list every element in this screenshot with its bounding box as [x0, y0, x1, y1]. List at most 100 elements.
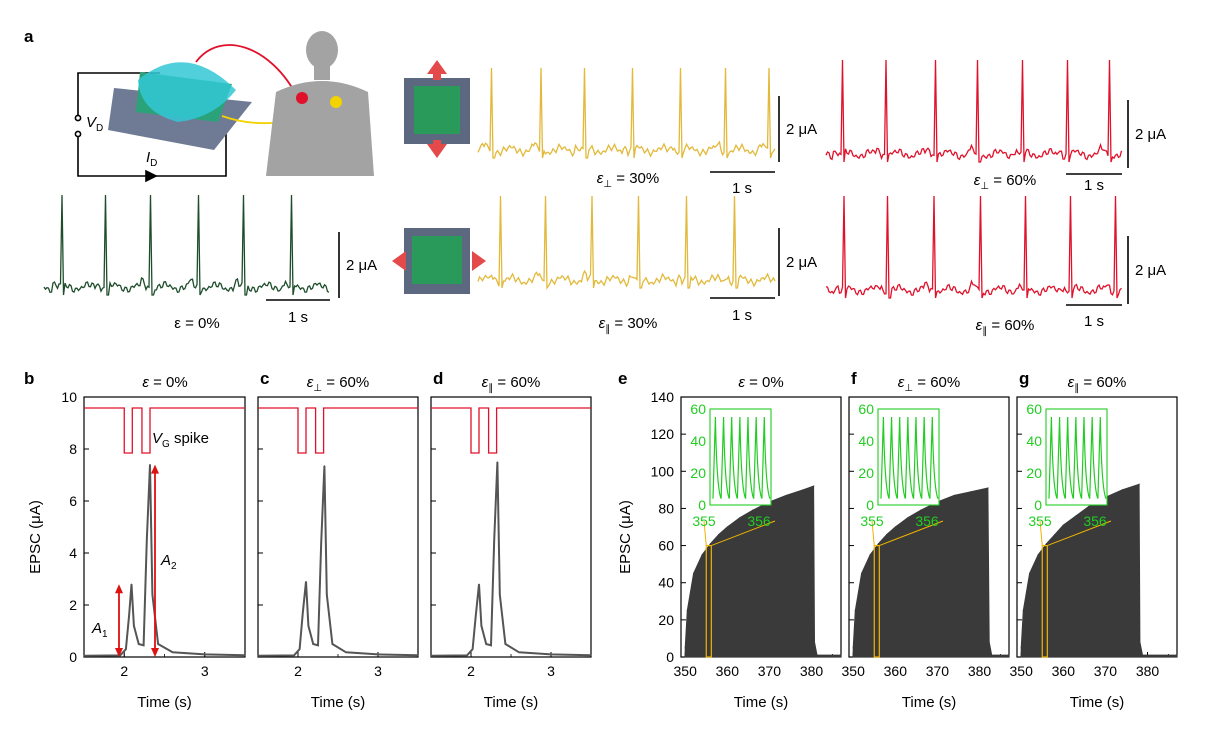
ecg-trace-2: 2 μA 1 s ε⊥ = 60%: [825, 59, 1166, 194]
current-scalebar-label: 2 μA: [1135, 126, 1166, 143]
inset-zoom-chart: 0 20 40 60 355 356: [690, 401, 772, 529]
y-tick-label: 140: [651, 389, 675, 405]
epsc-data-point: [257, 655, 259, 657]
y-tick-label: 0: [666, 649, 674, 665]
time-scalebar-label: 1 s: [1084, 177, 1104, 194]
ecg-trace-line: [477, 67, 776, 159]
vg-spike-waveform: [84, 407, 245, 454]
panel-label: g: [1019, 369, 1029, 388]
epsc-data-point: [119, 654, 121, 657]
zoom-connector-right: [879, 520, 944, 547]
epsc-data-point: [480, 625, 482, 627]
y-tick-label: 4: [69, 545, 77, 561]
x-tick-label: 360: [884, 663, 908, 679]
a1-label: A1: [91, 620, 108, 640]
ecg-trace-1: 2 μA 1 s ε⊥ = 30%: [477, 67, 817, 197]
epsc-charts: b ε = 0% 2 3 0 2 4 6 8 10 Time (s) EPSC (μA) VG spik…: [24, 369, 1178, 711]
time-scalebar-label: 1 s: [1084, 313, 1104, 330]
epsc-data-point: [377, 653, 379, 656]
chart-panel-g: g ε∥ = 60% 350 360 370 380 Time (s) 0 20 40 60 355 3…: [1010, 369, 1178, 711]
epsc-envelope-point: [1138, 483, 1140, 485]
y-tick-label: 80: [658, 500, 674, 516]
plot-frame: [257, 396, 419, 658]
panel-a-label: a: [24, 27, 34, 46]
ecg-trace-line: [825, 59, 1123, 163]
inset-y-tick-label: 40: [858, 433, 874, 449]
epsc-envelope-point: [701, 554, 703, 556]
x-tick-label: 370: [758, 663, 782, 679]
ecg-trace-0: 2 μA 1 s ε = 0%: [43, 194, 377, 332]
epsc-data-point: [485, 643, 487, 645]
x-tick-label: 3: [374, 663, 382, 679]
epsc-data-point: [299, 648, 301, 650]
y-tick-label: 100: [651, 463, 675, 479]
epsc-data-point: [302, 612, 304, 614]
x-axis-label: Time (s): [311, 694, 365, 711]
panel-label: d: [433, 369, 443, 388]
epsc-envelope-point: [739, 517, 741, 519]
y-tick-label: 60: [658, 538, 674, 554]
current-scalebar-label: 2 μA: [1135, 262, 1166, 279]
epsc-data-point: [151, 594, 154, 596]
current-scalebar-label: 2 μA: [346, 257, 377, 274]
a2-arrowhead-top: [151, 464, 159, 474]
x-tick-label: 370: [926, 663, 950, 679]
electrode-yellow: [330, 96, 342, 108]
zoom-region-box: [705, 544, 712, 658]
inset-y-tick-label: 0: [866, 497, 874, 513]
epsc-data-point: [307, 625, 309, 627]
panel-title: ε = 0%: [738, 374, 783, 391]
epsc-data-point: [204, 653, 206, 656]
epsc-envelope-point: [1121, 489, 1123, 491]
epsc-envelope-point: [802, 489, 804, 491]
ecg-trace-4: 2 μA 1 s ε∥ = 60%: [825, 195, 1166, 337]
epsc-envelope-point: [1062, 524, 1064, 526]
epsc-data-point: [550, 653, 552, 656]
epsc-data-point: [305, 581, 307, 583]
epsc-data-point: [518, 651, 520, 653]
inset-y-tick-label: 60: [1026, 401, 1042, 417]
panel-title: ε⊥ = 60%: [307, 374, 369, 394]
device-illustration: [108, 44, 337, 150]
x-tick-label: 360: [1052, 663, 1076, 679]
y-tick-label: 6: [69, 493, 77, 509]
trace-strain-label: ε⊥ = 30%: [597, 170, 659, 190]
zoom-connector-left: [871, 520, 875, 546]
epsc-series-line: [257, 465, 419, 657]
x-axis-label: Time (s): [137, 694, 191, 711]
time-scalebar-label: 1 s: [732, 180, 752, 197]
epsc-envelope-point: [919, 509, 922, 511]
epsc-data-point: [326, 594, 328, 596]
ecg-traces: 2 μA 1 s ε = 0% 2 μA 1 s ε⊥ = 30% 2 μA 1 s ε⊥ = …: [43, 59, 1166, 337]
device-gel-dome: [138, 62, 236, 122]
inset-y-tick-label: 20: [1026, 465, 1042, 481]
epsc-envelope-point: [1022, 609, 1024, 612]
panel-label: c: [260, 369, 269, 388]
epsc-series-line: [430, 461, 592, 657]
x-tick-label: 350: [674, 663, 698, 679]
epsc-envelope-point: [1045, 543, 1048, 545]
epsc-data-point: [130, 583, 133, 585]
human-mannequin-icon: [266, 31, 374, 176]
trace-strain-label: ε = 0%: [174, 315, 219, 332]
zoom-connector-left: [703, 520, 707, 546]
ecg-trace-3: 2 μA 1 s ε∥ = 30%: [477, 195, 817, 335]
circuit-wire-top: [77, 72, 160, 118]
epsc-envelope-point: [953, 494, 955, 497]
y-tick-label: 120: [651, 426, 675, 442]
epsc-data-point: [83, 655, 85, 657]
id-label: ID: [146, 149, 157, 169]
inset-y-tick-label: 60: [690, 401, 706, 417]
x-tick-label: 350: [842, 663, 866, 679]
inset-x-tick-label: 355: [860, 513, 884, 529]
inset-y-tick-label: 0: [1034, 497, 1042, 513]
ecg-trace-line: [825, 195, 1122, 299]
epsc-envelope-point: [718, 533, 720, 536]
terminal-top: [74, 114, 82, 122]
epsc-data-point: [293, 654, 295, 657]
ecg-trace-line: [477, 195, 776, 290]
panel-title: ε∥ = 60%: [482, 374, 541, 394]
inset-pulse-trace: [1048, 416, 1107, 499]
epsc-data-point: [142, 644, 145, 646]
y-axis-label: EPSC (μA): [617, 500, 634, 574]
